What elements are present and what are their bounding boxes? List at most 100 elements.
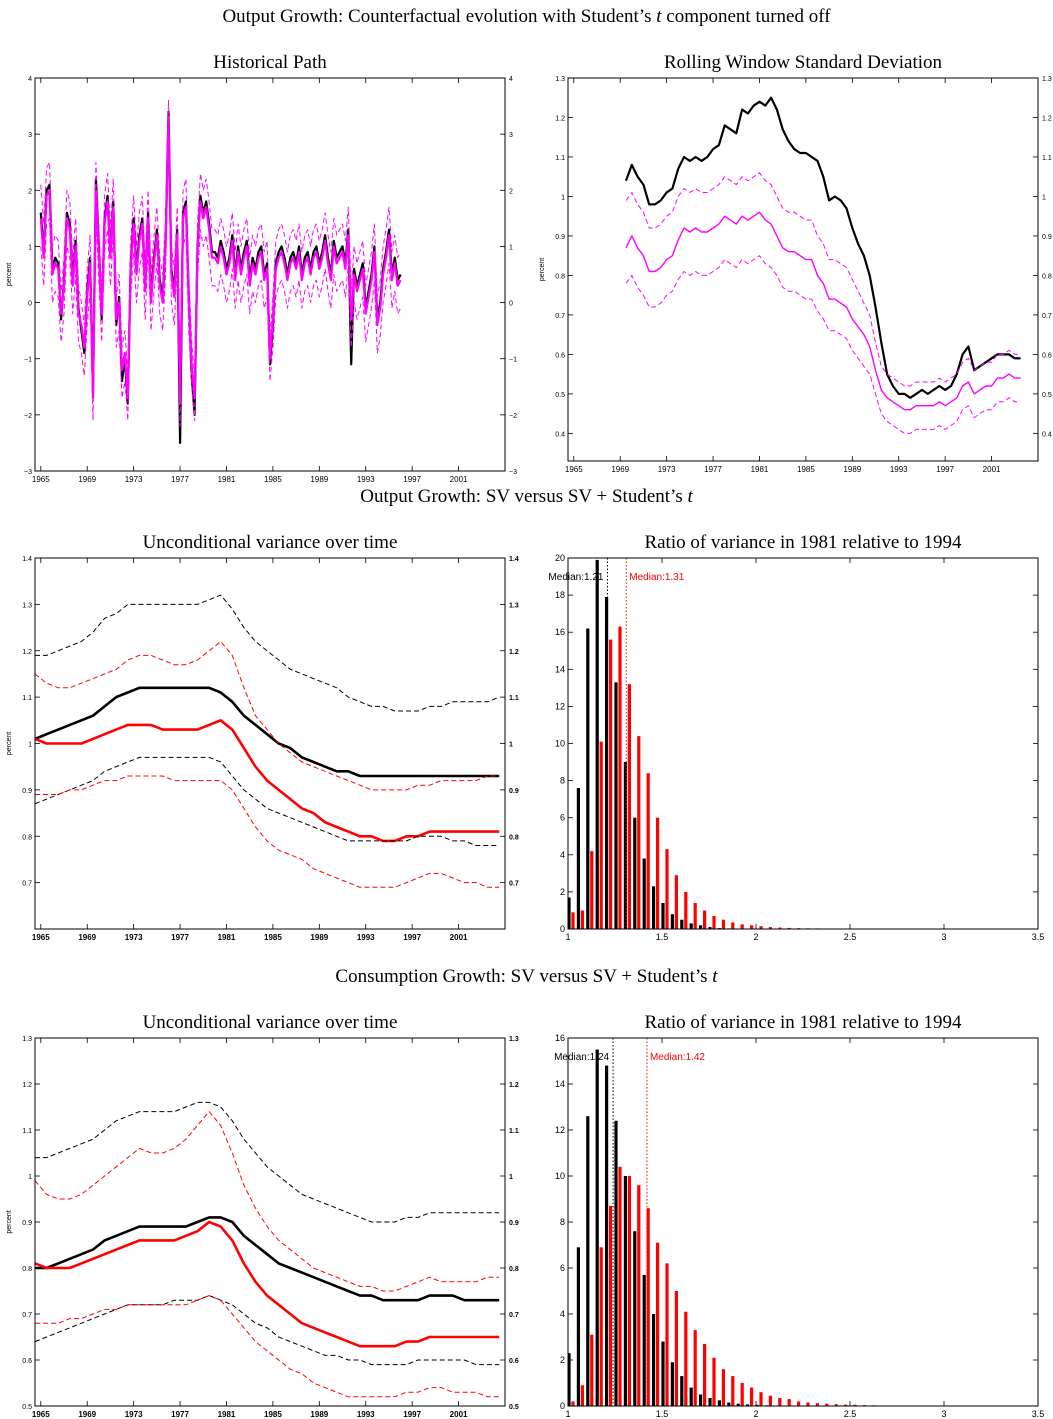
x-tick-label: 1981 [218,1410,236,1419]
histogram-bar [746,1404,750,1406]
panel-title-consumption-ratio: Ratio of variance in 1981 relative to 19… [644,1012,962,1033]
series-line-3 [35,594,500,712]
y-tick-label-right: 1.1 [509,695,519,702]
histogram-bar [727,1402,731,1406]
x-tick-label: 1965 [32,1410,50,1419]
y-tick-label: 4 [28,76,32,83]
y-tick-label-right: −1 [509,357,517,364]
x-tick-label: 1969 [78,933,96,942]
plot-area [35,594,500,888]
series-line-1 [35,686,500,778]
histogram-bar [693,903,697,929]
histogram-bar [609,1205,613,1406]
histogram-bar [586,628,590,929]
x-tick-label: 1965 [565,465,583,474]
x-tick-label: 1981 [218,933,236,942]
y-tick-label-right: −3 [509,469,517,476]
histogram-bar [665,849,669,929]
y-tick-label: 1.3 [22,602,32,609]
y-tick-label-right: 0.5 [509,1404,519,1411]
histogram-bar [627,684,631,929]
histogram-bar [755,1404,759,1406]
histogram-bar [586,1116,590,1406]
histogram-bar [670,914,674,929]
histogram-bar [568,1353,571,1406]
histogram-bar [674,875,678,929]
axes-frame [34,77,506,472]
y-tick-label: 1.1 [22,695,32,702]
y-tick-label: 10 [555,739,565,749]
histogram-bar [680,919,684,929]
section-title-3: Consumption Growth: SV versus SV + Stude… [335,966,718,987]
histogram-bar [633,817,637,929]
series-line-4 [35,1111,500,1292]
y-tick-label-right: 0.5 [1042,392,1052,399]
y-tick-label: 16 [555,627,565,637]
y-tick-label-right: 0.8 [509,1266,519,1273]
plot-area [568,1038,1036,1406]
histogram-bar [750,925,754,929]
y-tick-label: 1.1 [555,155,565,162]
y-tick-label: 1 [28,1174,32,1181]
histogram-bar [778,927,782,929]
x-tick-label: 2 [753,932,758,942]
series-line-6 [35,1295,500,1398]
x-tick-label: 1985 [264,1410,282,1419]
y-tick-label-right: 0.7 [1042,313,1052,320]
y-tick-label: 0 [560,924,565,934]
y-axis-label: percent [6,1210,13,1233]
y-tick-label: 20 [555,553,565,563]
histogram-bar [656,817,660,929]
histogram-bar [599,741,603,929]
y-tick-label: 3 [28,132,32,139]
histogram-bar [642,1274,646,1406]
median-label: Median:1.21 [548,572,603,583]
median-label: Median:1.42 [650,1052,705,1063]
y-tick-label-right: 2 [509,188,513,195]
y-tick-label: −1 [24,357,32,364]
y-tick-label: 0.5 [555,392,565,399]
y-tick-label-right: 0.7 [509,881,519,888]
y-tick-label: 6 [560,1263,565,1273]
y-tick-label-right: 1.1 [509,1128,519,1135]
series-line-4 [40,133,402,427]
x-tick-label: 3 [941,932,946,942]
histogram-bar [614,1120,618,1406]
y-tick-label: 1.3 [22,1036,32,1043]
median-label: Median:1.31 [629,572,684,583]
series-line-6 [35,775,500,888]
y-tick-label: 10 [555,1171,565,1181]
y-tick-label: 1 [28,742,32,749]
y-tick-label: 16 [555,1033,565,1043]
histogram-bar [699,925,703,929]
histogram-bar [674,1291,678,1406]
series-line-1 [35,1216,500,1302]
histogram-bar [618,1166,622,1406]
x-tick-label: 1973 [125,1410,143,1419]
histogram-bar [623,1176,627,1406]
y-tick-label-right: 0.6 [1042,352,1052,359]
histogram-bar [740,1383,744,1406]
y-axis-label: percent [6,263,13,286]
y-tick-label: 0 [560,1401,565,1411]
histogram-bar [684,1311,688,1406]
plot-area [568,558,1036,929]
histogram-bar [614,682,618,929]
panel-title-rolling-std: Rolling Window Standard Deviation [663,52,943,73]
y-tick-label: 18 [555,590,565,600]
histogram-bar [699,1394,703,1406]
y-tick-label-right: 1.3 [509,1036,519,1043]
y-tick-label: 8 [560,1217,565,1227]
y-tick-label: 4 [560,1309,565,1319]
histogram-bar [689,923,693,929]
histogram-bar [787,927,791,929]
histogram-bar [618,626,622,929]
histogram-bar [661,903,665,929]
y-tick-label: 0.8 [22,834,32,841]
series-line-5 [35,756,500,846]
x-tick-label: 1973 [125,475,143,484]
series-line-2 [35,718,500,843]
x-tick-label: 1.5 [656,1409,669,1419]
x-tick-label: 1 [565,932,570,942]
